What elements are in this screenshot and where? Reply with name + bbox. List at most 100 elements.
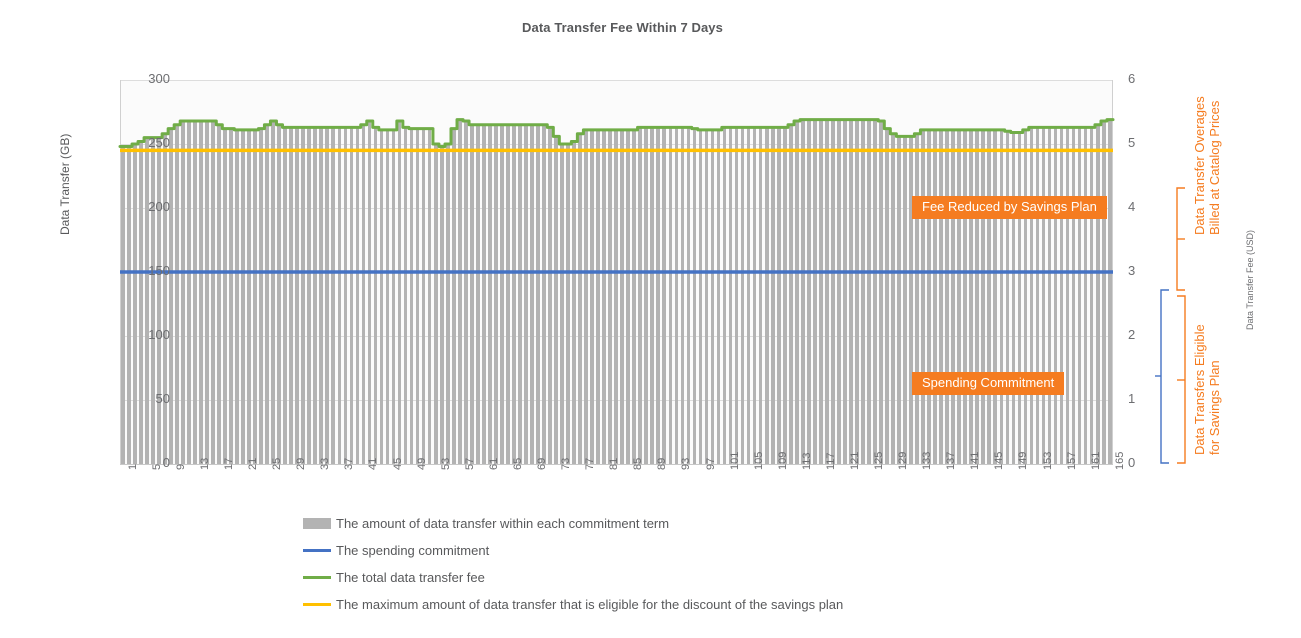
table-row xyxy=(993,129,998,464)
table-row xyxy=(1089,127,1094,464)
table-row xyxy=(752,127,757,464)
table-row xyxy=(716,129,721,464)
table-row xyxy=(668,127,673,464)
x-axis-tick: 77 xyxy=(584,457,597,470)
table-row xyxy=(957,129,962,464)
chart-title: Data Transfer Fee Within 7 Days xyxy=(522,20,723,35)
table-row xyxy=(409,128,414,464)
table-row xyxy=(939,129,944,464)
right-axis-tick: 2 xyxy=(1128,327,1136,342)
right-axis-tick: 4 xyxy=(1128,199,1136,214)
legend-item-label: The maximum amount of data transfer that… xyxy=(336,597,844,612)
table-row xyxy=(156,137,161,464)
table-row xyxy=(223,128,227,464)
table-row xyxy=(337,127,342,464)
x-axis-tick: 37 xyxy=(343,457,356,470)
table-row xyxy=(1083,127,1088,464)
legend-item[interactable]: The amount of data transfer within each … xyxy=(303,510,843,537)
table-row xyxy=(199,121,203,464)
table-row xyxy=(283,127,288,464)
table-row xyxy=(536,124,540,464)
table-row xyxy=(1029,127,1034,464)
table-row xyxy=(975,129,980,464)
left-axis-tick: 200 xyxy=(148,199,170,214)
x-axis-tick: 153 xyxy=(1041,451,1054,470)
legend-item[interactable]: The total data transfer fee xyxy=(303,564,843,591)
table-row xyxy=(782,127,787,464)
table-row xyxy=(578,133,582,464)
table-row xyxy=(818,119,823,464)
table-row xyxy=(144,137,149,464)
x-axis-tick: 93 xyxy=(680,457,693,470)
left-axis-tick: 250 xyxy=(148,135,170,150)
table-row xyxy=(445,144,450,464)
table-row xyxy=(1071,127,1076,464)
table-row xyxy=(475,124,480,464)
table-row xyxy=(512,124,516,464)
x-axis-tick: 53 xyxy=(439,457,452,470)
legend-item-label: The amount of data transfer within each … xyxy=(336,516,670,531)
x-axis-tick: 17 xyxy=(223,457,235,470)
table-row xyxy=(824,119,829,464)
table-row xyxy=(271,121,276,464)
legend: The amount of data transfer within each … xyxy=(303,510,843,618)
table-row xyxy=(1011,132,1016,464)
left-axis-tick: 300 xyxy=(148,71,170,86)
total-fee-line xyxy=(118,118,1115,149)
table-row xyxy=(656,127,661,464)
table-row xyxy=(614,129,619,464)
table-row xyxy=(873,119,877,464)
table-row xyxy=(740,127,745,464)
legend-item[interactable]: The maximum amount of data transfer that… xyxy=(303,591,843,618)
legend-swatch-icon xyxy=(303,518,331,529)
legend-item-label: The total data transfer fee xyxy=(336,570,485,585)
right-axis-tick: 0 xyxy=(1128,455,1136,470)
left-axis-title: Data Transfer (GB) xyxy=(58,133,72,235)
table-row xyxy=(217,124,221,464)
x-axis-tick: 65 xyxy=(511,457,524,470)
gridline xyxy=(120,464,1113,465)
table-row xyxy=(518,124,522,464)
table-row xyxy=(800,119,805,464)
table-row xyxy=(770,127,775,464)
table-row xyxy=(758,127,763,464)
legend-line-icon xyxy=(303,603,331,606)
table-row xyxy=(506,124,510,464)
table-row xyxy=(963,129,968,464)
table-row xyxy=(728,127,733,464)
table-row xyxy=(909,136,913,464)
legend-line-icon xyxy=(303,549,331,552)
table-row xyxy=(247,129,251,464)
table-row xyxy=(674,127,679,464)
table-row xyxy=(608,129,613,464)
table-row xyxy=(620,129,625,464)
table-row xyxy=(788,124,793,464)
x-axis-tick: 21 xyxy=(247,457,260,470)
plot-area xyxy=(118,80,1115,465)
table-row xyxy=(421,128,426,464)
table-row xyxy=(439,146,444,464)
legend-item[interactable]: The spending commitment xyxy=(303,537,843,564)
table-row xyxy=(313,127,318,464)
table-row xyxy=(680,127,685,464)
table-row xyxy=(776,127,781,464)
x-axis-tick: 1 xyxy=(126,463,139,470)
table-row xyxy=(987,129,992,464)
x-axis-tick: 157 xyxy=(1065,451,1078,470)
table-row xyxy=(969,129,974,464)
blue-bracket xyxy=(1160,289,1169,464)
table-row xyxy=(361,124,366,464)
table-row xyxy=(933,129,938,464)
table-row xyxy=(175,124,179,464)
x-axis-tick: 113 xyxy=(800,452,813,470)
table-row xyxy=(187,121,191,464)
legend-item-label: The spending commitment xyxy=(336,543,490,558)
table-row xyxy=(927,129,931,464)
table-row xyxy=(698,129,703,464)
left-axis-tick: 0 xyxy=(162,455,170,470)
table-row xyxy=(710,129,715,464)
table-row xyxy=(403,127,408,464)
x-axis-tick: 101 xyxy=(728,451,741,470)
side-label-eligible-line2: for Savings Plan xyxy=(1207,360,1223,455)
table-row xyxy=(373,127,378,464)
